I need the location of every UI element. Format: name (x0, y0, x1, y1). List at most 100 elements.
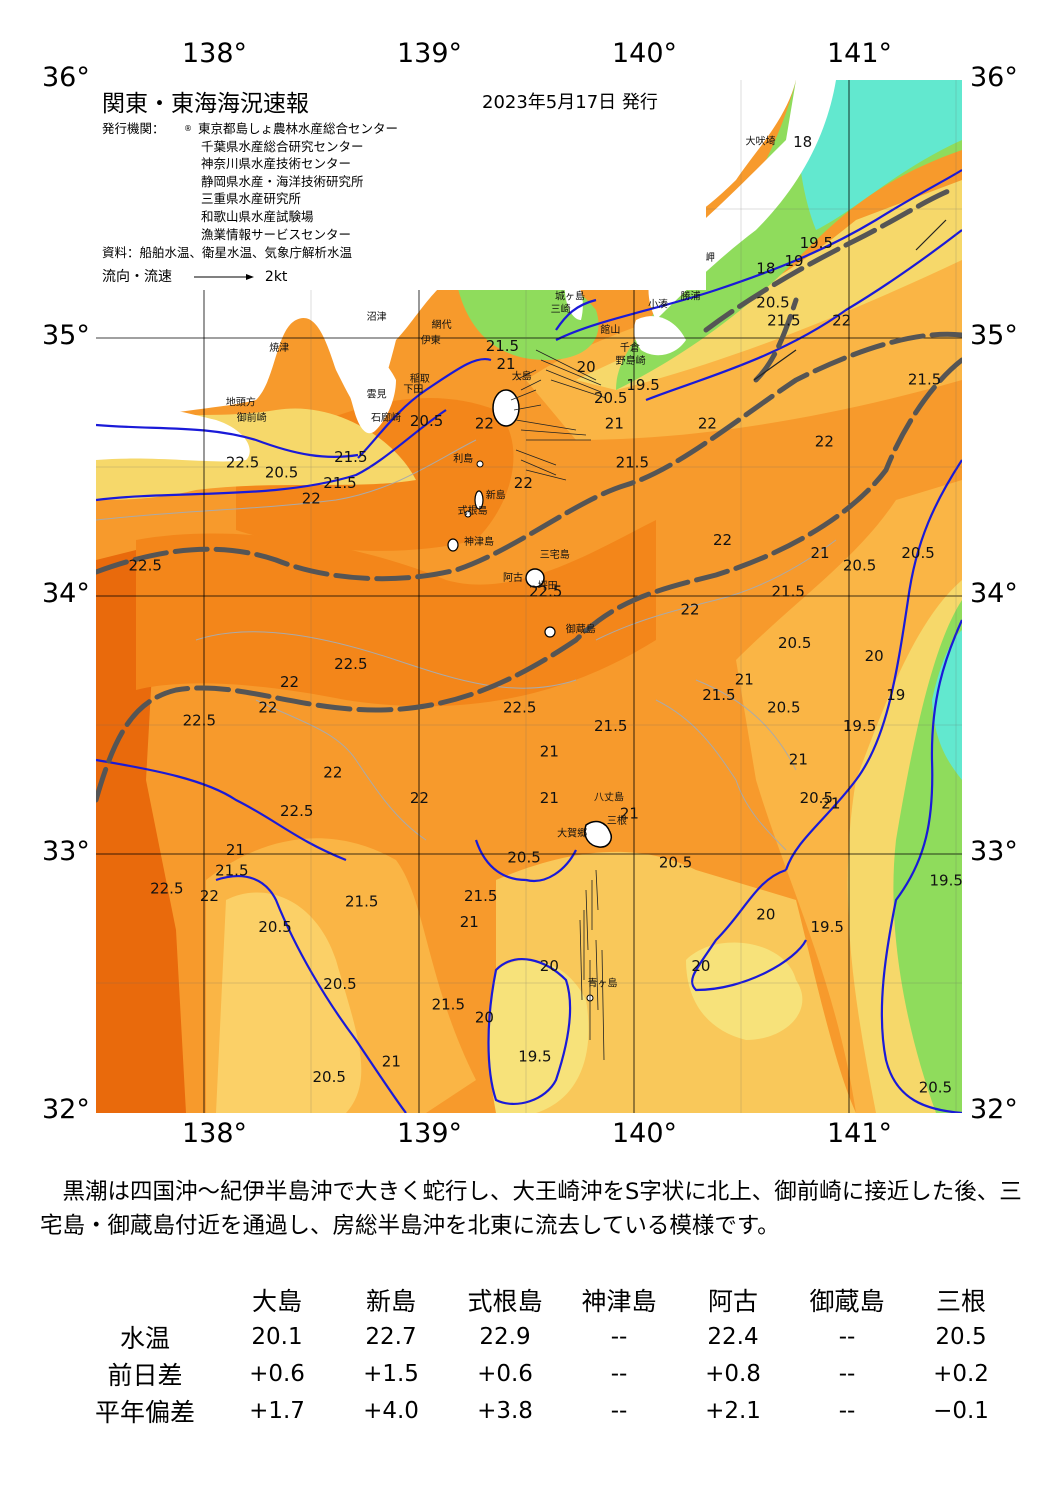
issuer-mark: ® (184, 124, 192, 133)
description: 黒潮は四国沖～紀伊半島沖で大きく蛇行し、大王崎沖をS字状に北上、御前崎に接近した… (40, 1175, 1030, 1243)
header-background (96, 80, 706, 290)
zone-pale-south-central (216, 892, 362, 1113)
place-label: 下田 (403, 385, 423, 396)
lat-label-left: 33° (42, 836, 90, 867)
place-label: 御蔵島 (566, 623, 596, 636)
isotherm-label: 22.5 (226, 453, 259, 471)
place-label: 城ヶ島 (555, 290, 585, 303)
isotherm-label: 22.5 (183, 712, 216, 730)
isotherm-lines (96, 169, 962, 1113)
isotherm-label: 20 (865, 647, 884, 665)
isotherm-label: 22 (713, 531, 732, 549)
isotherm-label: 22 (280, 673, 299, 691)
lon-label-top: 140° (612, 38, 678, 69)
description-text: 黒潮は四国沖～紀伊半島沖で大きく蛇行し、大王崎沖をS字状に北上、御前崎に接近した… (40, 1179, 1022, 1239)
isotherm-lines-fine (96, 439, 837, 851)
isotherm-label: 20 (577, 358, 596, 376)
place-label: 石廊崎 (371, 411, 401, 424)
isotherm-label: 21 (620, 805, 639, 823)
place-label: 阿古 (503, 571, 523, 584)
issuer-item: 東京都島しょ農林水産総合センター (198, 121, 399, 136)
isotherm-label: 22.5 (503, 699, 536, 717)
isotherm-label: 21.5 (345, 892, 378, 910)
place-label: 地頭方 (226, 395, 256, 408)
isotherm-label: 22.5 (334, 655, 367, 673)
isotherm-label: 18 (756, 260, 775, 278)
isotherm-label: 22.5 (280, 802, 313, 820)
zone-cyan-choshi (796, 80, 962, 230)
table-cell: 20.1 (251, 1323, 303, 1350)
isotherm-label: 21 (540, 789, 559, 807)
table-row: 平年偏差 +1.7 +4.0 +3.8 -- +2.1 -- −0.1 (70, 1392, 1018, 1429)
isotherm-label: 19.5 (811, 918, 844, 936)
issuer-list: ® 東京都島しょ農林水産総合センター 千葉県水産総合研究センター 神奈川県水産技術… (184, 120, 398, 243)
issuer-item: 漁業情報サービスセンター (201, 226, 352, 242)
isotherm-label: 21 (540, 743, 559, 761)
land-boso-tip (633, 316, 686, 356)
row-label: 前日差 (107, 1360, 183, 1390)
isotherm-label: 19 (785, 252, 804, 270)
isotherm-label: 22 (200, 887, 219, 905)
flow-scale: 2kt (264, 269, 288, 285)
lat-label-right: 34° (970, 578, 1018, 609)
issuer-block: 発行機関： (102, 120, 165, 138)
lat-label-left: 32° (42, 1094, 90, 1125)
site-header: 大島 (251, 1286, 302, 1316)
place-label: 伊東 (421, 333, 441, 346)
flow-label: 流向・流速 (102, 269, 172, 285)
isotherm-label: 22.5 (150, 880, 183, 898)
isotherm-label: 21.5 (594, 717, 627, 735)
isotherm-label: 22 (698, 415, 717, 433)
isotherm-label: 22 (323, 763, 342, 781)
lon-label-bottom: 140° (612, 1118, 678, 1149)
isotherm-label: 21.5 (323, 474, 356, 492)
place-label: 式根島 (458, 504, 488, 517)
lat-label-left: 35° (42, 320, 90, 351)
isotherm-label: 20.5 (507, 849, 540, 867)
isotherm-label: 20.5 (901, 544, 934, 562)
observation-table: 大島 新島 式根島 神津島 阿古 御蔵島 三根 水温 20.1 22.7 22.… (70, 1281, 1018, 1429)
table-cell: -- (610, 1323, 628, 1350)
isotherm-label: 21 (460, 913, 479, 931)
place-label: 利島 (453, 452, 473, 465)
isotherm-label: 22 (302, 490, 321, 508)
table-cell: +3.8 (477, 1397, 533, 1424)
zone-very-warm-west (96, 550, 186, 1113)
issuer-item: 静岡県水産・海洋技術研究所 (201, 173, 364, 189)
issuer-item: 神奈川県水産技術センター (201, 156, 352, 172)
place-label: 大賀郷 (557, 827, 587, 840)
isotherm-label: 22 (514, 474, 533, 492)
isotherm-label: 20 (756, 905, 775, 923)
island-kozushima (447, 538, 459, 552)
place-label: 勝浦 (681, 290, 701, 303)
table-cell: +1.5 (363, 1360, 419, 1387)
lat-label-left: 36° (42, 62, 90, 93)
row-label: 水温 (119, 1323, 170, 1353)
island-hachijojima (584, 820, 612, 848)
isotherm-label: 19.5 (518, 1047, 551, 1065)
island-shikinejima (464, 510, 472, 518)
isotherm-label: 20 (540, 957, 559, 975)
isotherm-label: 22 (815, 433, 834, 451)
island-niijima (474, 490, 484, 510)
place-label: 網代 (432, 318, 452, 331)
land-omaezaki (96, 405, 250, 462)
place-label: 雲見 (367, 389, 387, 401)
place-label: 小湊 (648, 297, 668, 310)
isotherm-label: 21 (382, 1053, 401, 1071)
site-header: 阿古 (707, 1286, 758, 1316)
isotherm-label: 21 (811, 544, 830, 562)
isotherm-label: 20 (691, 957, 710, 975)
table-cell: -- (838, 1323, 856, 1350)
table-cell: -- (610, 1397, 628, 1424)
table-cell: 22.4 (707, 1323, 759, 1350)
lon-label-top: 138° (182, 38, 248, 69)
table-cell: 22.7 (365, 1323, 417, 1350)
isotherm-label: 21.5 (772, 583, 805, 601)
isotherm-label: 21 (497, 355, 516, 373)
place-label: 坪田 (538, 579, 558, 592)
data-source: 資料：船舶水温、衛星水温、気象庁解析水温 (102, 245, 353, 260)
isotherm-label: 20 (475, 1009, 494, 1027)
isotherm-label: 21.5 (334, 448, 367, 466)
place-label: 館山 (600, 323, 620, 336)
